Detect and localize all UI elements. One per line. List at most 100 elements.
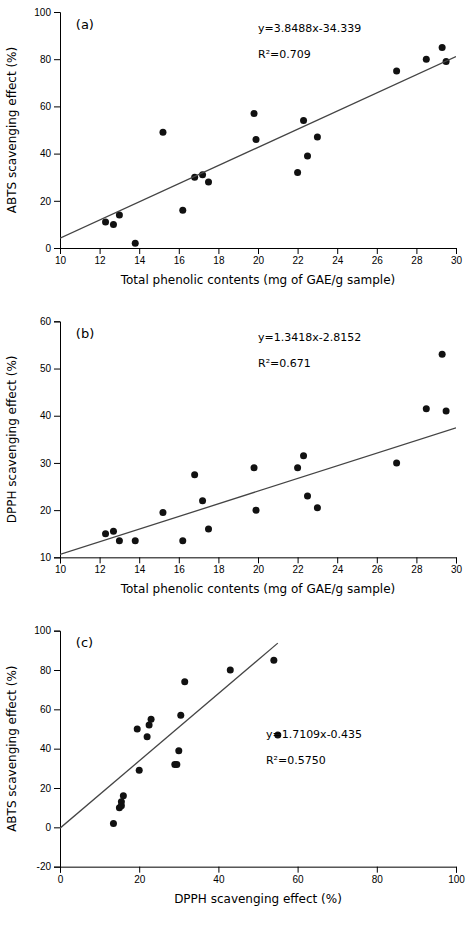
tick-label: 20 bbox=[134, 874, 146, 885]
point bbox=[110, 528, 117, 535]
tick-label: 20 bbox=[40, 783, 52, 794]
tick-label: 30 bbox=[451, 255, 463, 266]
y-axis-title: ABTS scavenging effect (%) bbox=[5, 47, 19, 213]
tick-mark bbox=[179, 557, 180, 563]
point bbox=[304, 152, 311, 159]
panel-label: (b) bbox=[76, 326, 94, 341]
tick: 40 bbox=[40, 148, 60, 159]
plot-area bbox=[60, 351, 456, 555]
axis-line bbox=[54, 631, 61, 867]
tick-mark bbox=[100, 248, 101, 254]
equation: y=1.7109x-0.435 bbox=[266, 728, 362, 741]
x-axis: 1012141618202224262830 bbox=[55, 557, 463, 575]
point bbox=[102, 530, 109, 537]
tick-mark bbox=[54, 867, 60, 868]
tick-label: 16 bbox=[174, 564, 186, 575]
x-axis-title: Total phenolic contents (mg of GAE/g sam… bbox=[120, 273, 396, 287]
point bbox=[205, 526, 212, 533]
tick-label: 80 bbox=[40, 54, 52, 65]
tick-label: 100 bbox=[34, 625, 51, 636]
tick-mark bbox=[54, 369, 60, 370]
axis-line bbox=[61, 867, 457, 873]
tick: 18 bbox=[213, 557, 225, 575]
tick-label: 26 bbox=[372, 255, 384, 266]
tick: 0 bbox=[45, 822, 60, 833]
tick-mark bbox=[54, 709, 60, 710]
point bbox=[110, 820, 117, 827]
tick-label: 10 bbox=[40, 552, 52, 563]
tick: 40 bbox=[40, 410, 60, 421]
point bbox=[191, 471, 198, 478]
tick: 10 bbox=[55, 557, 67, 575]
axis-line bbox=[61, 558, 457, 564]
tick-label: -20 bbox=[37, 861, 52, 872]
tick-mark bbox=[218, 248, 219, 254]
tick-label: 14 bbox=[134, 564, 146, 575]
tick-mark bbox=[139, 867, 140, 873]
point bbox=[120, 792, 127, 799]
tick-label: 16 bbox=[174, 255, 186, 266]
axis-line bbox=[54, 13, 61, 249]
regression-line bbox=[60, 643, 278, 828]
point bbox=[423, 56, 430, 63]
tick: 0 bbox=[58, 867, 64, 885]
tick-label: 22 bbox=[293, 255, 305, 266]
plot-area bbox=[60, 643, 281, 828]
point bbox=[110, 221, 117, 228]
tick-label: 60 bbox=[293, 874, 305, 885]
tick-mark bbox=[54, 670, 60, 671]
tick: 22 bbox=[293, 248, 305, 266]
regression-line bbox=[60, 57, 456, 239]
tick: 26 bbox=[372, 248, 384, 266]
point bbox=[393, 68, 400, 75]
tick: 20 bbox=[253, 557, 265, 575]
point bbox=[314, 134, 321, 141]
tick-label: 12 bbox=[95, 564, 107, 575]
tick: 18 bbox=[213, 248, 225, 266]
tick-mark bbox=[54, 510, 60, 511]
r-squared: R²=0.671 bbox=[258, 357, 311, 370]
point bbox=[393, 459, 400, 466]
tick-mark bbox=[258, 557, 259, 563]
tick-mark bbox=[54, 321, 60, 322]
y-axis: 020406080100 bbox=[34, 7, 60, 254]
r-squared: R²=0.5750 bbox=[266, 754, 326, 767]
tick-mark bbox=[54, 463, 60, 464]
tick-label: 20 bbox=[253, 255, 265, 266]
point bbox=[136, 767, 143, 774]
panel-label: (c) bbox=[76, 635, 93, 650]
tick: 30 bbox=[451, 557, 463, 575]
x-axis: 1012141618202224262830 bbox=[55, 248, 463, 266]
point bbox=[253, 136, 260, 143]
tick: 28 bbox=[411, 557, 423, 575]
panel-label: (a) bbox=[76, 17, 94, 32]
tick-label: 60 bbox=[40, 101, 52, 112]
tick-label: 40 bbox=[40, 148, 52, 159]
tick: 20 bbox=[40, 505, 60, 516]
tick-label: 26 bbox=[372, 564, 384, 575]
tick-label: 0 bbox=[58, 874, 64, 885]
tick-label: 24 bbox=[332, 255, 344, 266]
figure: 1012141618202224262830020406080100Total … bbox=[0, 0, 474, 928]
x-axis-title: Total phenolic contents (mg of GAE/g sam… bbox=[120, 582, 396, 596]
tick-mark bbox=[298, 557, 299, 563]
tick-label: 50 bbox=[40, 363, 52, 374]
tick-label: 10 bbox=[55, 255, 67, 266]
tick-label: 20 bbox=[40, 505, 52, 516]
tick-mark bbox=[298, 248, 299, 254]
tick-label: 30 bbox=[40, 458, 52, 469]
tick-label: 10 bbox=[55, 564, 67, 575]
tick-mark bbox=[54, 749, 60, 750]
tick: 60 bbox=[40, 316, 60, 327]
tick: 24 bbox=[332, 557, 344, 575]
tick: 80 bbox=[40, 665, 60, 676]
point bbox=[294, 169, 301, 176]
tick-label: 24 bbox=[332, 564, 344, 575]
tick-label: 40 bbox=[40, 743, 52, 754]
point bbox=[253, 507, 260, 514]
point bbox=[439, 44, 446, 51]
point bbox=[179, 537, 186, 544]
point bbox=[159, 129, 166, 136]
tick-mark bbox=[179, 248, 180, 254]
tick: 100 bbox=[448, 867, 465, 885]
